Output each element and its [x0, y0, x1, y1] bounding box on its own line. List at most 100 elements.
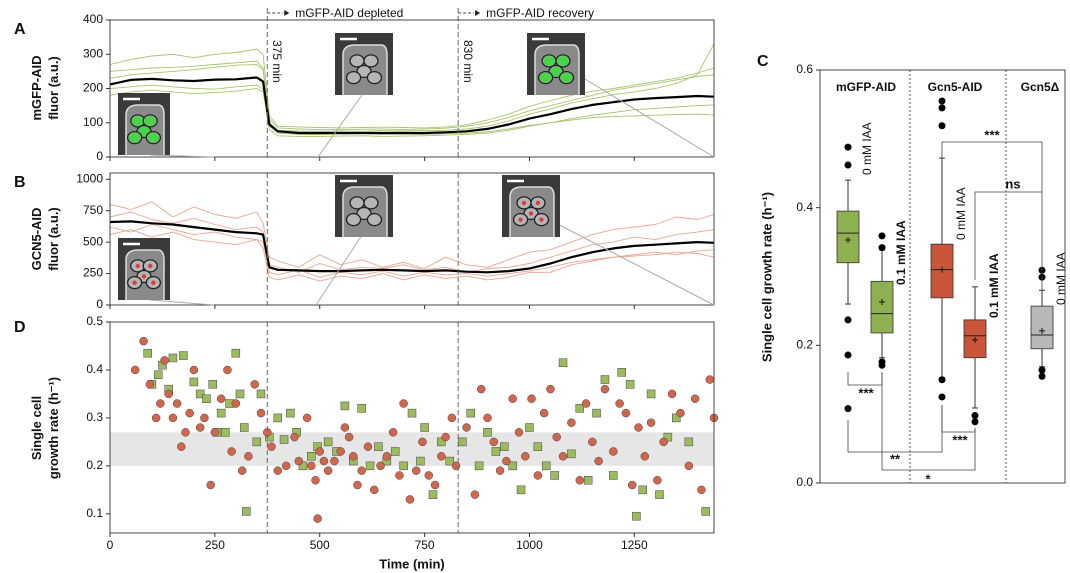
point-square [663, 432, 673, 442]
box-label: 0.1 mM IAA [894, 220, 908, 285]
point-circle [495, 466, 505, 475]
point-square [189, 377, 199, 387]
point-square [143, 348, 152, 358]
point-circle [483, 413, 492, 423]
y-axis-label: GCN5-AID [29, 208, 44, 271]
point-square [646, 389, 656, 399]
point-circle [145, 380, 155, 389]
point-circle [189, 365, 199, 375]
point-circle [508, 394, 517, 403]
point-square [466, 408, 475, 418]
cell-fluorescence [131, 115, 144, 126]
cell [345, 212, 362, 227]
point-square [516, 485, 526, 495]
outlier [844, 351, 852, 359]
point-circle [676, 408, 685, 418]
point-circle [231, 399, 241, 408]
point-square [458, 437, 467, 447]
significance-label: ns [1005, 176, 1020, 191]
y-tick-label: 0.6 [796, 62, 813, 76]
point-circle [244, 452, 253, 461]
mean-marker [939, 266, 945, 273]
significance-bracket [941, 405, 976, 433]
event-label: 830 min [461, 40, 475, 83]
point-circle [405, 495, 415, 504]
point-circle [216, 394, 226, 403]
point-circle [267, 442, 276, 451]
point-circle [533, 471, 543, 480]
point-circle [705, 375, 715, 384]
point-square [153, 370, 163, 379]
point-circle [462, 423, 471, 432]
y-tick-label: 0.1 [86, 506, 103, 520]
point-circle [600, 384, 610, 394]
point-circle [447, 413, 457, 423]
point-circle [575, 476, 585, 485]
inset-connector [149, 299, 215, 306]
event-label: 375 min [270, 40, 284, 83]
point-square [168, 353, 178, 363]
point-circle [210, 428, 220, 437]
outlier [938, 104, 946, 112]
y-tick-label: 0.5 [86, 314, 103, 328]
point-square [399, 461, 408, 471]
point-circle [319, 456, 329, 466]
point-circle [451, 461, 461, 471]
point-circle [546, 384, 555, 394]
point-square [655, 490, 664, 499]
point-square [592, 408, 601, 418]
cell-trace [109, 211, 715, 273]
cell-fluorescence [560, 72, 573, 83]
inset-connector [539, 214, 715, 306]
cell-fluorescence [144, 115, 157, 126]
mean-line [109, 76, 715, 135]
point-square [407, 408, 417, 418]
y-axis-label: Single cell growth rate (h⁻¹) [759, 192, 774, 362]
point-square [235, 389, 245, 399]
annotation: mGFP-AID depleted [295, 6, 403, 20]
point-square [390, 447, 400, 456]
cell [363, 54, 379, 68]
outlier [938, 122, 946, 130]
outlier [938, 376, 946, 384]
point-square [583, 476, 593, 485]
y-tick-label: 0.0 [796, 475, 813, 489]
point-circle [349, 452, 358, 461]
point-circle [294, 456, 303, 466]
mean-line [109, 220, 715, 274]
point-circle [357, 466, 366, 475]
point-square [231, 348, 241, 358]
annotation-arrowhead [284, 10, 290, 16]
point-circle [690, 394, 700, 403]
point-circle [181, 428, 190, 437]
y-tick-label: 0.4 [86, 362, 103, 376]
cell [363, 196, 379, 210]
y-axis-label: fluor (a.u.) [46, 56, 61, 120]
box-label: 0 mM IAA [1054, 252, 1068, 305]
point-square [672, 413, 681, 423]
point-circle [185, 408, 194, 418]
point-circle [172, 399, 182, 408]
significance-bracket [974, 191, 1043, 292]
mean-marker [1039, 327, 1045, 334]
cell-trace [109, 43, 715, 132]
point-circle [302, 413, 312, 423]
point-square [298, 461, 308, 471]
point-square [179, 351, 188, 360]
point-circle [609, 447, 618, 456]
point-square [307, 452, 316, 461]
point-circle [130, 365, 140, 375]
box [1030, 305, 1054, 350]
point-square [208, 380, 218, 389]
significance-label: * [925, 471, 931, 486]
point-circle [311, 476, 320, 485]
outlier [844, 405, 852, 413]
point-square [216, 408, 226, 418]
outlier [878, 232, 886, 240]
significance-label: ** [890, 451, 901, 466]
x-axis-label: Time (min) [379, 556, 445, 571]
y-axis-label: growth rate (h⁻¹) [46, 377, 61, 479]
cell [345, 70, 362, 85]
point-circle [437, 452, 446, 461]
